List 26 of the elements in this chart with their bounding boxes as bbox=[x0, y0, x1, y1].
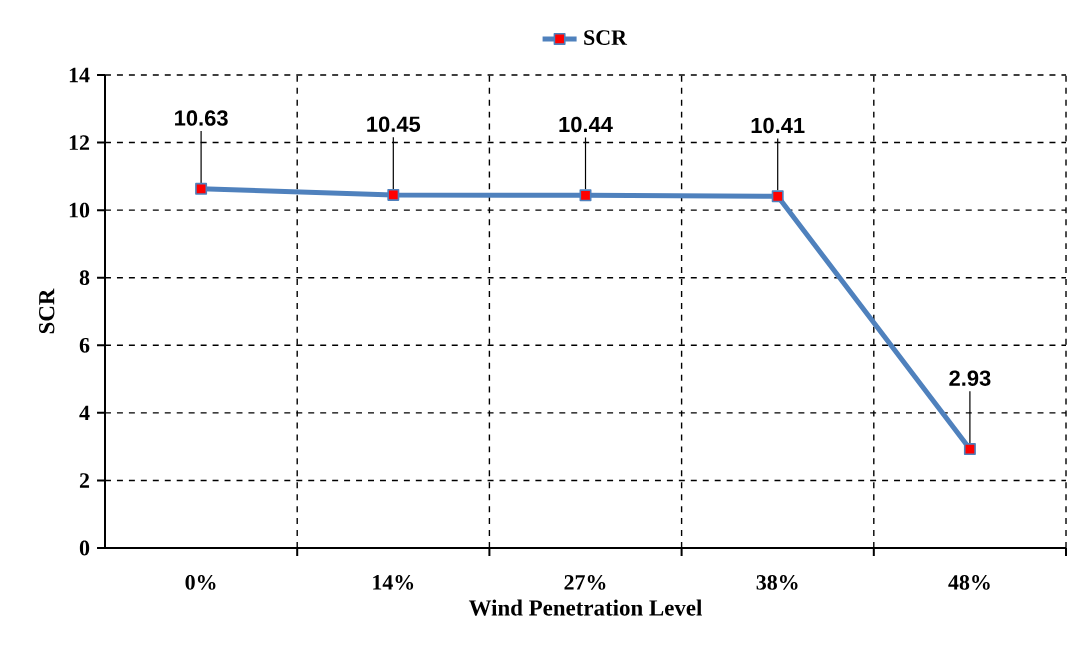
point bbox=[387, 188, 400, 201]
y-tick-label: 0 bbox=[79, 540, 90, 556]
y-tick-label: 8 bbox=[79, 270, 90, 286]
y-tick-label: 10 bbox=[69, 202, 90, 218]
point bbox=[579, 189, 592, 202]
point bbox=[771, 190, 784, 203]
y-tick-label: 12 bbox=[69, 135, 90, 150]
point bbox=[195, 182, 208, 195]
y-tick-label: 14 bbox=[69, 67, 90, 83]
x-tick-label: 0% bbox=[185, 574, 216, 590]
data-label: 10.63 bbox=[175, 110, 228, 126]
data-label: 2.93 bbox=[949, 370, 991, 386]
legend-label: SCR bbox=[584, 30, 628, 45]
data-label: 10.44 bbox=[559, 116, 613, 133]
x-tick-label: 38% bbox=[756, 574, 798, 590]
point bbox=[963, 443, 976, 455]
x-tick-label: 27% bbox=[564, 574, 606, 590]
x-tick-label: 14% bbox=[373, 574, 414, 590]
data-label: 10.45 bbox=[367, 116, 421, 132]
y-axis-title: SCR bbox=[39, 288, 55, 334]
y-tick-label: 4 bbox=[79, 405, 90, 421]
y-tick-label: 6 bbox=[79, 337, 90, 353]
y-tick-label: 2 bbox=[79, 473, 90, 488]
x-tick-label: 48% bbox=[948, 574, 990, 590]
x-axis-title: Wind Penetration Level bbox=[468, 599, 702, 616]
data-label: 10.41 bbox=[751, 117, 805, 134]
